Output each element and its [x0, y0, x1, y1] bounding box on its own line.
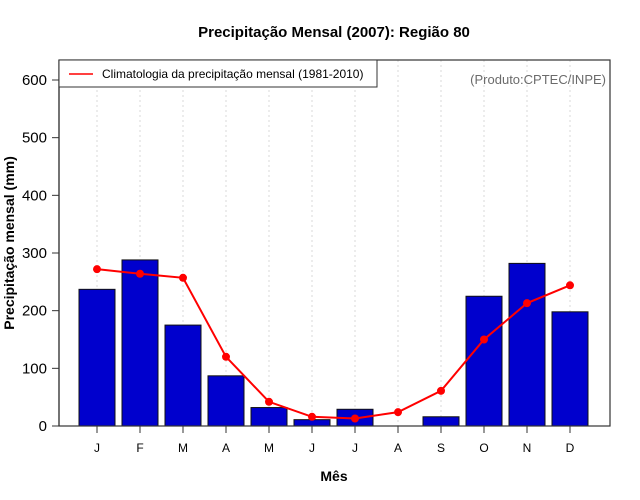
x-tick-label: M	[264, 441, 274, 455]
y-tick-label: 500	[22, 130, 47, 147]
y-tick-label: 300	[22, 245, 47, 262]
x-tick-label: A	[394, 441, 402, 455]
bar-2	[121, 259, 159, 427]
climatology-point-11	[523, 299, 531, 308]
climatology-point-2	[136, 269, 144, 278]
climatology-point-10	[480, 335, 488, 344]
bar-11	[508, 262, 546, 427]
climatology-point-7	[351, 414, 359, 423]
climatology-point-8	[394, 408, 402, 417]
climatology-point-4	[222, 352, 230, 361]
climatology-point-5	[265, 397, 273, 406]
bar-9	[422, 416, 460, 427]
chart-title: Precipitação Mensal (2007): Região 80	[198, 24, 470, 41]
climatology-polyline	[96, 268, 571, 420]
legend: Climatologia da precipitação mensal (198…	[58, 59, 378, 88]
climatology-point-12	[566, 281, 574, 290]
legend-box	[58, 59, 378, 88]
y-tick-label: 200	[22, 303, 47, 320]
climatology-point-9	[437, 386, 445, 395]
x-tick-label: N	[523, 441, 532, 455]
x-tick-label: O	[479, 441, 488, 455]
y-tick-label: 0	[39, 418, 47, 435]
y-tick-label: 400	[22, 187, 47, 204]
legend-entry: Climatologia da precipitação mensal (198…	[102, 67, 363, 81]
climatology-point-1	[93, 265, 101, 274]
climatology-line	[93, 265, 574, 423]
y-axis: 0 100 200 300 400 500 600	[22, 60, 60, 435]
y-axis-label: Precipitação mensal (mm)	[1, 156, 17, 330]
x-tick-label: D	[566, 441, 575, 455]
y-tick-label: 600	[22, 72, 47, 89]
x-axis-label: Mês	[320, 468, 347, 484]
y-tick-label: 100	[22, 360, 47, 377]
bar-4	[207, 375, 245, 427]
bar-1	[78, 288, 116, 427]
credit-annotation: (Produto:CPTEC/INPE)	[470, 72, 606, 87]
bar-5	[250, 407, 288, 427]
bar-10	[465, 295, 503, 427]
x-tick-label: J	[94, 441, 100, 455]
x-tick-label: A	[222, 441, 230, 455]
climatology-point-6	[308, 412, 316, 421]
x-tick-label: M	[178, 441, 188, 455]
x-tick-label: J	[352, 441, 358, 455]
bar-3	[164, 324, 202, 427]
bars	[78, 259, 589, 427]
x-tick-label: J	[309, 441, 315, 455]
climatology-point-3	[179, 273, 187, 282]
bar-12	[551, 311, 589, 427]
x-tick-label: S	[437, 441, 445, 455]
x-tick-label: F	[136, 441, 143, 455]
